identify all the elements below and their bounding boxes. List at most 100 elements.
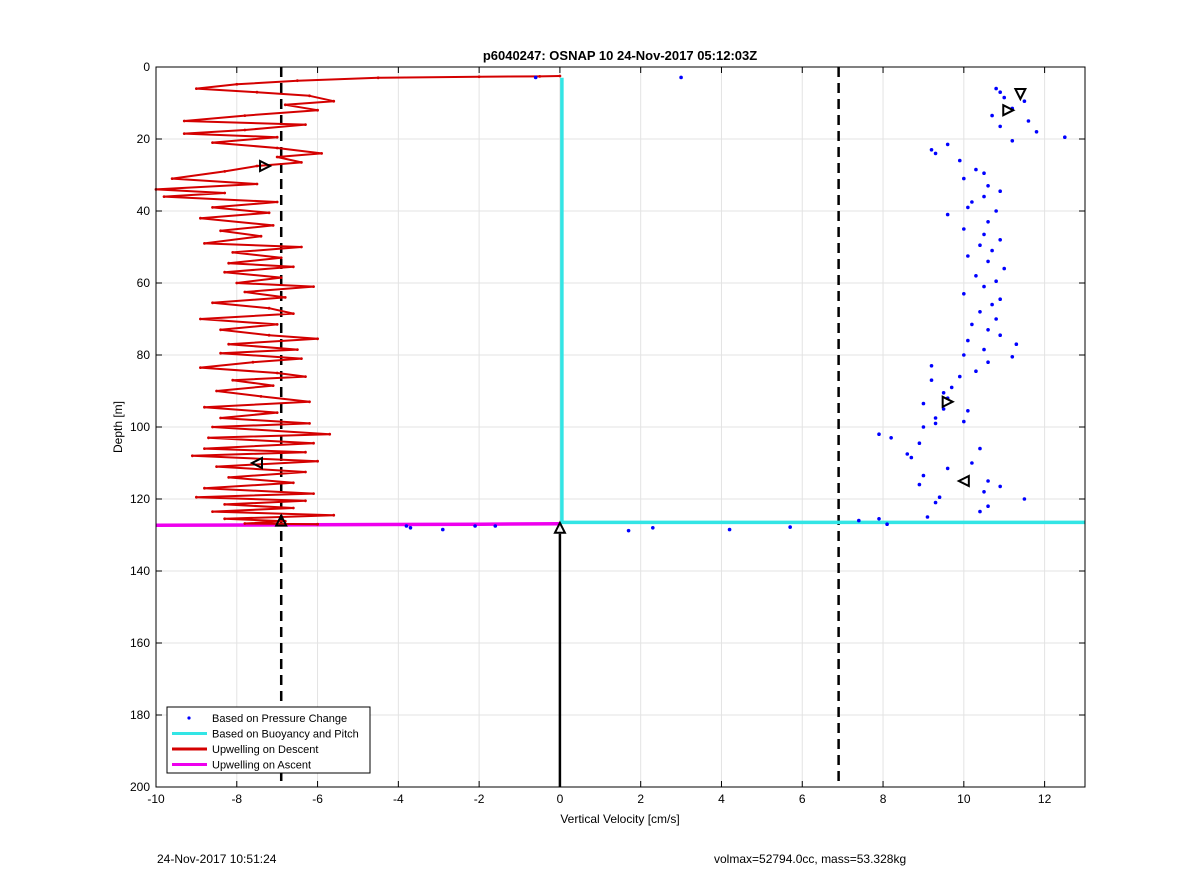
data-point: [231, 378, 235, 382]
data-point: [275, 323, 279, 326]
data-point: [727, 527, 732, 532]
x-tick-label: -2: [474, 792, 485, 806]
marker-triangle-left: [956, 474, 970, 488]
data-point: [974, 369, 978, 374]
x-tick-label: -8: [231, 792, 242, 806]
data-point: [941, 407, 946, 411]
legend-label-upwelling-on-ascent: Upwelling on Ascent: [212, 760, 311, 772]
data-point: [304, 450, 307, 454]
data-point: [316, 459, 319, 463]
data-point: [312, 492, 315, 495]
data-point: [211, 301, 214, 305]
x-tick-label: -10: [147, 792, 165, 806]
data-point: [316, 108, 319, 112]
data-point: [966, 205, 970, 210]
data-point: [211, 141, 214, 145]
data-point: [917, 482, 922, 487]
data-point: [271, 384, 275, 387]
legend-box: [166, 706, 371, 774]
data-point: [295, 79, 299, 83]
marker-triangle-down: [1013, 88, 1027, 102]
y-tick-label: 0: [143, 60, 150, 74]
data-point: [945, 142, 950, 147]
data-point: [219, 229, 223, 233]
data-point: [974, 274, 978, 278]
x-tick-label: 4: [718, 792, 725, 806]
data-point: [990, 302, 994, 307]
data-point: [917, 441, 922, 446]
data-point: [1010, 139, 1015, 143]
series-layer: [154, 74, 1085, 787]
data-point: [982, 284, 986, 289]
y-tick-label: 140: [130, 564, 150, 578]
data-point: [679, 75, 683, 80]
y-tick-label: 180: [130, 708, 150, 722]
data-point: [203, 242, 206, 245]
data-point: [949, 385, 954, 390]
data-point: [243, 114, 247, 117]
data-point: [877, 517, 881, 521]
series-upwelling-on-descent: [154, 74, 562, 526]
legend-label-upwelling-on-descent: Upwelling on Descent: [212, 744, 318, 756]
data-point: [304, 123, 307, 126]
data-point: [966, 338, 970, 343]
data-point: [271, 224, 275, 227]
data-point: [291, 265, 295, 269]
data-point: [1063, 135, 1067, 139]
data-point: [304, 375, 307, 378]
data-point: [990, 248, 994, 253]
axis-ticks: -10 -8 -6 -4 -2 0 2 4 6 8 10 1202040608010012014016…: [130, 60, 1085, 806]
data-point: [933, 151, 938, 156]
data-point: [1022, 497, 1027, 501]
data-point: [279, 256, 283, 260]
data-point: [929, 364, 934, 368]
series-line: [560, 77, 1085, 525]
marker-triangle-right: [1002, 103, 1016, 117]
data-point: [978, 310, 982, 314]
data-point: [182, 119, 186, 123]
y-tick-label: 160: [130, 636, 150, 650]
data-point: [332, 99, 336, 103]
chart-title: p6040247: OSNAP 10 24-Nov-2017 05:12:03Z: [483, 48, 757, 63]
marker-layer: [249, 88, 1027, 534]
data-point: [404, 524, 409, 528]
data-point: [215, 465, 218, 468]
data-point: [275, 411, 279, 414]
data-point: [978, 509, 982, 514]
data-point: [1022, 99, 1027, 103]
data-point: [275, 146, 279, 150]
legend-swatch-based-on-pressure-change: [187, 716, 191, 720]
marker-triangle-up: [274, 513, 288, 527]
y-tick-label: 60: [137, 276, 151, 290]
data-point: [203, 447, 206, 450]
data-point: [194, 87, 198, 90]
data-point: [223, 170, 227, 173]
data-point: [966, 254, 970, 258]
data-point: [211, 425, 214, 429]
data-point: [235, 82, 239, 86]
x-axis-label: Vertical Velocity [cm/s]: [560, 812, 679, 826]
y-tick-label: 120: [130, 492, 150, 506]
data-point: [440, 527, 445, 532]
data-point: [957, 374, 962, 379]
marker-triangle-right: [259, 159, 273, 173]
data-point: [986, 220, 990, 224]
data-point: [921, 425, 926, 429]
data-point: [1014, 342, 1019, 347]
data-point: [316, 337, 319, 341]
data-point: [994, 279, 998, 284]
data-point: [905, 452, 910, 456]
data-point: [190, 454, 194, 458]
data-point: [986, 328, 990, 332]
data-point: [304, 470, 307, 474]
data-point: [933, 500, 938, 505]
data-point: [962, 353, 966, 357]
data-point: [962, 227, 966, 231]
threshold-lines: [279, 67, 840, 787]
y-tick-label: 40: [137, 204, 151, 218]
x-tick-label: 8: [880, 792, 887, 806]
series-based-on-pressure-change: [404, 75, 1067, 533]
data-point: [970, 461, 974, 465]
data-point: [982, 194, 986, 199]
